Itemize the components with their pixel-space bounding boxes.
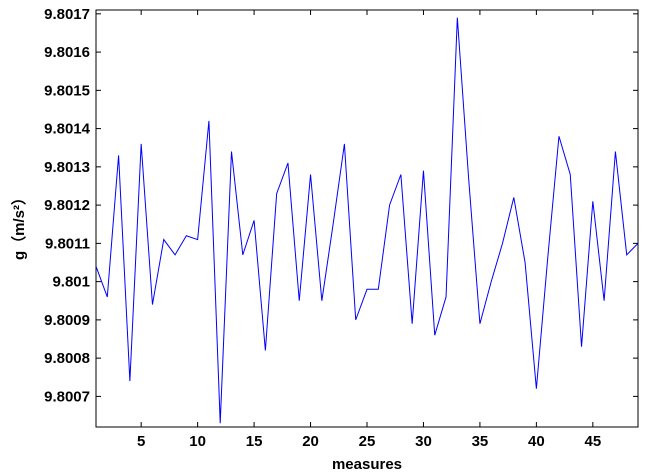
y-tick-label: 9.8013	[44, 159, 90, 176]
y-tick-label: 9.8009	[44, 312, 90, 329]
y-axis-label: g（m/s²）	[10, 190, 28, 260]
data-line	[95, 17, 639, 424]
y-tick-label: 9.8008	[44, 350, 90, 367]
y-tick-label: 9.8017	[44, 6, 90, 23]
x-tick-label: 40	[528, 433, 545, 450]
x-tick-label: 45	[584, 433, 601, 450]
x-tick-label: 5	[137, 433, 145, 450]
y-tick-label: 9.8007	[44, 388, 90, 405]
x-tick-label: 25	[359, 433, 376, 450]
x-tick-label: 30	[415, 433, 432, 450]
y-tick-label: 9.801	[52, 274, 90, 291]
x-tick-label: 35	[472, 433, 489, 450]
y-tick-label: 9.8015	[44, 82, 90, 99]
y-tick-label: 9.8016	[44, 44, 90, 61]
y-tick-label: 9.8012	[44, 197, 90, 214]
x-tick-label: 20	[302, 433, 319, 450]
x-axis-label: measures	[332, 456, 402, 473]
y-tick-label: 9.8011	[45, 235, 90, 252]
y-tick-label: 9.8014	[44, 121, 91, 138]
x-tick-label: 15	[246, 433, 263, 450]
x-tick-label: 10	[189, 433, 206, 450]
plot-area	[95, 9, 639, 428]
